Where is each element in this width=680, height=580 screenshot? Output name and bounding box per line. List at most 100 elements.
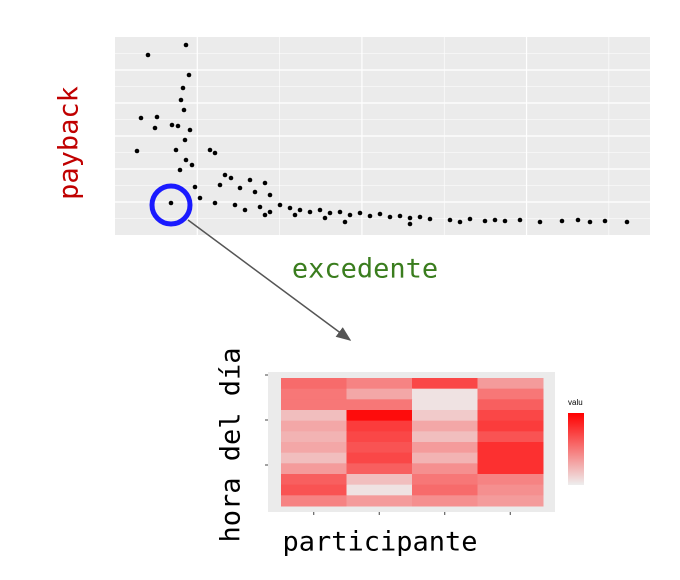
heat-cell — [412, 399, 478, 411]
point — [457, 219, 463, 225]
point — [347, 212, 353, 218]
point — [602, 218, 608, 224]
point — [407, 215, 413, 221]
zoom-arrow — [187, 219, 352, 341]
point — [317, 207, 323, 213]
heat-cell — [477, 399, 544, 411]
point — [492, 217, 498, 223]
point — [257, 204, 263, 210]
point — [559, 218, 565, 224]
point — [183, 42, 189, 48]
heat-cell — [346, 399, 413, 411]
heat-cell — [477, 442, 544, 454]
heat-cell — [346, 474, 413, 486]
heat-cell — [477, 474, 544, 486]
point — [182, 137, 188, 143]
point — [173, 147, 179, 153]
point — [624, 219, 630, 225]
point — [407, 221, 413, 227]
point — [181, 107, 187, 113]
point — [307, 209, 313, 215]
highlight-circle — [149, 183, 193, 227]
heat-cell — [281, 420, 347, 432]
heat-cell — [346, 410, 413, 422]
point — [197, 195, 203, 201]
point — [212, 150, 218, 156]
point — [575, 217, 581, 223]
heat-cell — [477, 484, 544, 496]
heat-cell — [281, 474, 347, 486]
colorbar — [568, 413, 584, 485]
heat-cell — [281, 388, 347, 400]
heat-cell — [412, 452, 478, 464]
point — [228, 175, 234, 181]
heat-cell — [281, 431, 347, 443]
heat-cell — [477, 463, 544, 475]
heat-cell — [412, 442, 478, 454]
point — [217, 182, 223, 188]
heat-cell — [412, 484, 478, 496]
heat-cell — [346, 388, 413, 400]
point — [154, 114, 160, 120]
point — [169, 122, 175, 128]
point — [517, 217, 523, 223]
heat-cell — [477, 378, 544, 390]
point — [292, 212, 298, 218]
heat-cell — [346, 420, 413, 432]
point — [427, 216, 433, 222]
point — [447, 217, 453, 223]
point — [267, 209, 273, 215]
point — [537, 219, 543, 225]
heat-cell — [412, 474, 478, 486]
heat-cell — [412, 495, 478, 507]
y-axis-title: hora del día — [216, 347, 247, 542]
point — [180, 85, 186, 91]
point — [327, 210, 333, 216]
heat-cell — [281, 484, 347, 496]
heat-cell — [412, 431, 478, 443]
point — [247, 177, 253, 183]
point — [232, 202, 238, 208]
point — [397, 213, 403, 219]
heat-cell — [346, 378, 413, 390]
point — [152, 125, 158, 131]
y-axis-title: payback — [54, 86, 85, 200]
point — [222, 172, 228, 178]
heat-cell — [412, 388, 478, 400]
heat-cell — [346, 452, 413, 464]
point — [183, 157, 189, 163]
point — [177, 167, 183, 173]
heat-cell — [346, 463, 413, 475]
point — [187, 127, 193, 133]
heat-cell — [477, 420, 544, 432]
heat-cell — [346, 442, 413, 454]
heat-cell — [477, 495, 544, 507]
heat-cell — [346, 495, 413, 507]
point — [212, 200, 218, 206]
heat-cell — [346, 431, 413, 443]
heat-cell — [412, 420, 478, 432]
point — [262, 212, 268, 218]
point — [145, 52, 151, 58]
heat-cell — [346, 484, 413, 496]
point — [262, 180, 268, 186]
point — [417, 214, 423, 220]
point — [175, 123, 181, 129]
heat-cell — [477, 410, 544, 422]
point — [587, 219, 593, 225]
point — [387, 214, 393, 220]
point — [277, 202, 283, 208]
point — [367, 213, 373, 219]
point — [267, 192, 273, 198]
point — [134, 148, 140, 154]
heat-cell — [281, 495, 347, 507]
point — [178, 97, 184, 103]
heat-cell — [281, 452, 347, 464]
heat-cell — [412, 378, 478, 390]
point — [138, 115, 144, 121]
heat-cell — [477, 452, 544, 464]
point — [189, 162, 195, 168]
heat-cell — [412, 410, 478, 422]
point — [192, 184, 198, 190]
x-axis-title: participante — [282, 527, 477, 558]
